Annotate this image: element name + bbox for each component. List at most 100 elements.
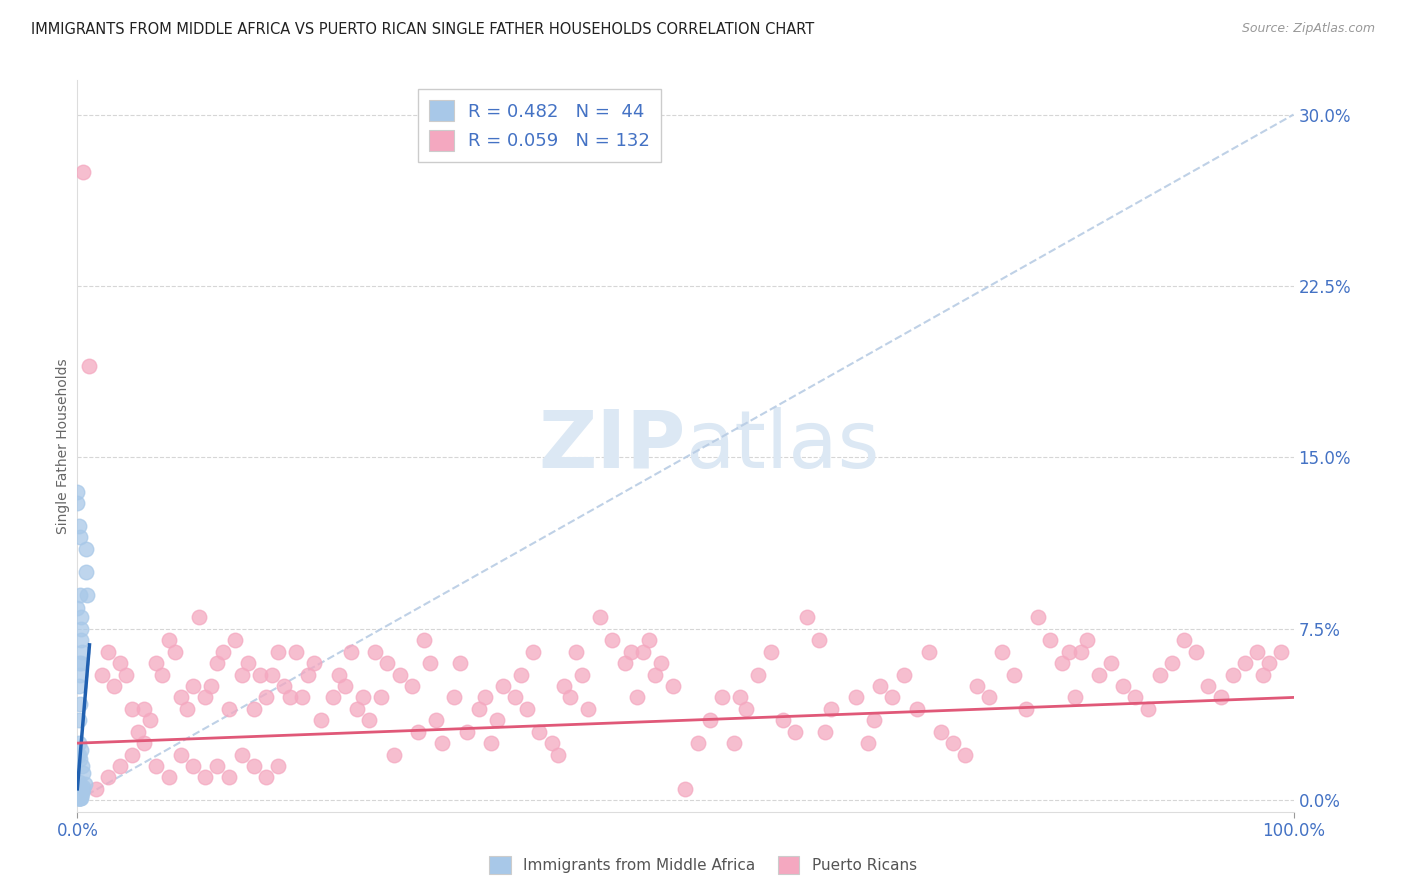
Point bbox=[304, 656, 326, 670]
Point bbox=[340, 645, 363, 659]
Point bbox=[1070, 645, 1092, 659]
Point bbox=[69, 789, 91, 803]
Point bbox=[67, 775, 90, 789]
Point bbox=[66, 496, 89, 510]
Text: Source: ZipAtlas.com: Source: ZipAtlas.com bbox=[1241, 22, 1375, 36]
Point bbox=[224, 633, 246, 648]
Point bbox=[1039, 633, 1062, 648]
Point bbox=[728, 690, 751, 705]
Point bbox=[425, 714, 447, 728]
Text: IMMIGRANTS FROM MIDDLE AFRICA VS PUERTO RICAN SINGLE FATHER HOUSEHOLDS CORRELATI: IMMIGRANTS FROM MIDDLE AFRICA VS PUERTO … bbox=[31, 22, 814, 37]
Point bbox=[492, 679, 515, 693]
Point bbox=[322, 690, 344, 705]
Point bbox=[69, 791, 91, 805]
Point bbox=[69, 667, 91, 681]
Point bbox=[212, 645, 235, 659]
Point bbox=[157, 633, 180, 648]
Point bbox=[388, 667, 411, 681]
Point bbox=[485, 714, 508, 728]
Point bbox=[631, 645, 654, 659]
Point bbox=[346, 702, 368, 716]
Point bbox=[66, 787, 89, 801]
Point bbox=[157, 771, 180, 785]
Point bbox=[382, 747, 405, 762]
Point bbox=[152, 667, 174, 681]
Point bbox=[1149, 667, 1171, 681]
Point bbox=[1088, 667, 1111, 681]
Point bbox=[1015, 702, 1038, 716]
Point bbox=[602, 633, 624, 648]
Point bbox=[66, 484, 89, 499]
Point bbox=[723, 736, 745, 750]
Point bbox=[565, 645, 588, 659]
Point bbox=[1125, 690, 1147, 705]
Point bbox=[70, 610, 93, 624]
Point bbox=[783, 724, 806, 739]
Point bbox=[814, 724, 837, 739]
Point bbox=[662, 679, 685, 693]
Point bbox=[218, 771, 240, 785]
Point bbox=[456, 724, 478, 739]
Point bbox=[863, 714, 886, 728]
Point bbox=[1270, 645, 1292, 659]
Point bbox=[1063, 690, 1085, 705]
Point bbox=[856, 736, 879, 750]
Point bbox=[84, 781, 107, 796]
Point bbox=[231, 667, 253, 681]
Point bbox=[134, 702, 156, 716]
Point bbox=[70, 633, 93, 648]
Point bbox=[69, 752, 91, 766]
Point bbox=[108, 759, 131, 773]
Point bbox=[759, 645, 782, 659]
Point bbox=[67, 656, 90, 670]
Point bbox=[73, 777, 96, 791]
Point bbox=[69, 588, 91, 602]
Point bbox=[820, 702, 842, 716]
Point bbox=[845, 690, 868, 705]
Point bbox=[103, 679, 125, 693]
Point bbox=[145, 656, 167, 670]
Point bbox=[467, 702, 489, 716]
Point bbox=[194, 690, 217, 705]
Point bbox=[443, 690, 465, 705]
Point bbox=[413, 633, 436, 648]
Point bbox=[699, 714, 721, 728]
Point bbox=[1251, 667, 1274, 681]
Legend: R = 0.482   N =  44, R = 0.059   N = 132: R = 0.482 N = 44, R = 0.059 N = 132 bbox=[418, 89, 661, 161]
Point bbox=[70, 622, 93, 636]
Point bbox=[644, 667, 666, 681]
Point bbox=[352, 690, 374, 705]
Point bbox=[613, 656, 636, 670]
Point bbox=[67, 791, 90, 805]
Point bbox=[249, 667, 271, 681]
Point bbox=[70, 743, 93, 757]
Point bbox=[540, 736, 562, 750]
Point bbox=[510, 667, 533, 681]
Point bbox=[170, 690, 193, 705]
Point bbox=[503, 690, 526, 705]
Point bbox=[370, 690, 392, 705]
Point bbox=[70, 656, 93, 670]
Point bbox=[953, 747, 976, 762]
Point bbox=[67, 747, 90, 762]
Point bbox=[72, 164, 94, 178]
Point bbox=[67, 736, 90, 750]
Point bbox=[72, 765, 94, 780]
Legend: Immigrants from Middle Africa, Puerto Ricans: Immigrants from Middle Africa, Puerto Ri… bbox=[484, 850, 922, 880]
Point bbox=[710, 690, 733, 705]
Point bbox=[67, 519, 90, 533]
Point bbox=[200, 679, 222, 693]
Point bbox=[406, 724, 429, 739]
Point bbox=[66, 791, 89, 805]
Point bbox=[121, 747, 143, 762]
Point bbox=[145, 759, 167, 773]
Point bbox=[747, 667, 769, 681]
Point bbox=[869, 679, 891, 693]
Point bbox=[278, 690, 301, 705]
Point bbox=[134, 736, 156, 750]
Point bbox=[194, 771, 217, 785]
Point bbox=[905, 702, 928, 716]
Point bbox=[90, 667, 112, 681]
Point bbox=[205, 759, 228, 773]
Point bbox=[108, 656, 131, 670]
